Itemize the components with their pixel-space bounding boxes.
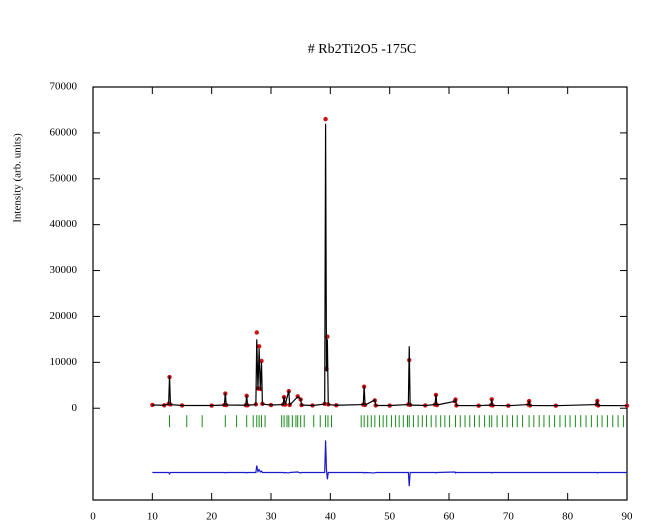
x-tick-label: 10 — [147, 511, 159, 523]
x-tick-label: 20 — [206, 511, 218, 523]
series-line — [152, 440, 627, 487]
y-tick-label: 20000 — [50, 310, 78, 322]
y-tick-label: 60000 — [50, 126, 78, 138]
y-tick-label: 10000 — [50, 356, 78, 368]
observed-point — [256, 344, 262, 349]
plot-frame — [92, 86, 628, 501]
y-tick-label: 0 — [72, 402, 78, 414]
observed-point — [254, 330, 259, 335]
x-tick-label: 0 — [90, 511, 96, 523]
y-tick-label: 70000 — [50, 81, 78, 93]
observed-point — [323, 116, 328, 122]
x-tick-label: 30 — [266, 511, 278, 523]
y-tick-label: 30000 — [50, 264, 78, 276]
x-tick-label: 80 — [562, 511, 574, 523]
x-tick-label: 60 — [444, 511, 456, 523]
chart-title: # Rb2Ti2O5 -175C — [308, 42, 416, 57]
y-tick-label: 40000 — [50, 218, 78, 230]
series-line — [152, 123, 628, 407]
x-tick-label: 90 — [622, 511, 634, 523]
x-tick-label: 70 — [503, 511, 515, 523]
observed-point — [259, 358, 264, 364]
y-tick-label: 50000 — [50, 172, 78, 184]
y-axis-label: Intensity (arb. units) — [12, 133, 24, 223]
x-tick-label: 40 — [325, 511, 337, 523]
x-tick-label: 50 — [384, 511, 396, 523]
